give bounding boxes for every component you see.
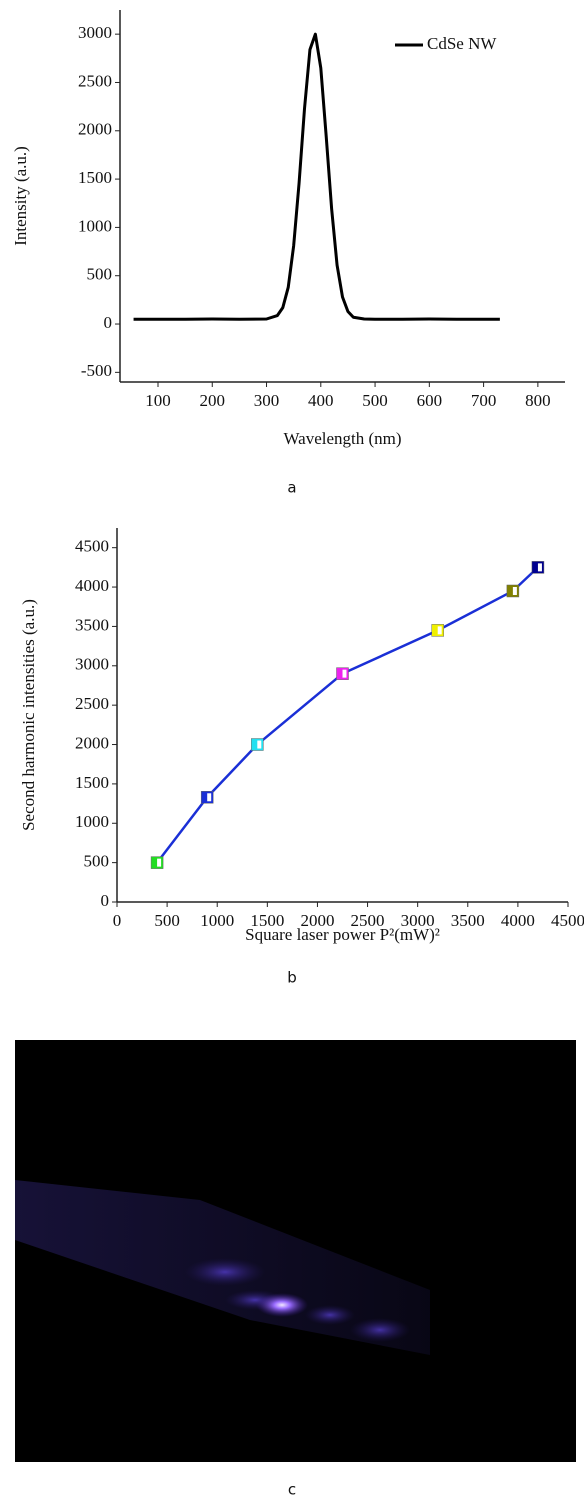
y-tick-label: 0 <box>104 313 113 332</box>
x-tick-label: 400 <box>308 391 334 410</box>
x-axis-title: Square laser power P²(mW)² <box>245 925 440 944</box>
y-tick-label: 3500 <box>75 615 109 634</box>
marker-highlight <box>257 740 262 749</box>
x-tick-label: 200 <box>200 391 226 410</box>
photo <box>15 1040 576 1462</box>
y-tick-label: 1000 <box>78 216 112 235</box>
y-tick-label: 4000 <box>75 576 109 595</box>
x-tick-label: 4000 <box>501 911 535 930</box>
y-tick-label: 500 <box>87 265 113 284</box>
series-line <box>156 566 539 864</box>
x-tick-label: 300 <box>254 391 280 410</box>
x-tick-label: 2500 <box>351 911 385 930</box>
y-axis-title: Second harmonic intensities (a.u.) <box>19 599 38 831</box>
y-tick-label: 1500 <box>78 168 112 187</box>
marker-highlight <box>207 793 212 802</box>
x-tick-label: 500 <box>154 911 180 930</box>
caption: b <box>287 969 297 987</box>
y-tick-label: 500 <box>84 852 110 871</box>
x-tick-label: 3000 <box>401 911 435 930</box>
x-tick-label: 1000 <box>200 911 234 930</box>
x-tick-label: 3500 <box>451 911 485 930</box>
series-line <box>133 32 500 321</box>
y-tick-label: 2500 <box>75 694 109 713</box>
caption: a <box>287 479 296 497</box>
y-tick-label: 2000 <box>75 733 109 752</box>
y-tick-label: 1000 <box>75 812 109 831</box>
caption: c <box>288 1481 296 1499</box>
y-tick-label: 0 <box>101 891 110 910</box>
y-tick-label: -500 <box>81 361 112 380</box>
y-tick-label: 1500 <box>75 773 109 792</box>
marker-highlight <box>512 586 517 595</box>
x-tick-label: 1500 <box>250 911 284 930</box>
marker-highlight <box>537 563 542 572</box>
marker-highlight <box>157 858 162 867</box>
y-tick-label: 2000 <box>78 120 112 139</box>
marker-highlight <box>342 669 347 678</box>
x-tick-label: 0 <box>113 911 122 930</box>
y-tick-label: 3000 <box>75 655 109 674</box>
x-tick-label: 500 <box>362 391 388 410</box>
x-tick-label: 600 <box>417 391 443 410</box>
x-axis-title: Wavelength (nm) <box>283 429 401 448</box>
y-tick-label: 2500 <box>78 71 112 90</box>
x-tick-label: 700 <box>471 391 497 410</box>
marker-highlight <box>437 626 442 635</box>
x-tick-label: 800 <box>525 391 551 410</box>
legend-label: CdSe NW <box>427 34 497 53</box>
y-tick-label: 4500 <box>75 537 109 556</box>
x-tick-label: 100 <box>145 391 171 410</box>
y-tick-label: 3000 <box>78 23 112 42</box>
x-tick-label: 4500 <box>551 911 584 930</box>
x-tick-label: 2000 <box>300 911 334 930</box>
y-axis-title: Intensity (a.u.) <box>11 146 30 246</box>
